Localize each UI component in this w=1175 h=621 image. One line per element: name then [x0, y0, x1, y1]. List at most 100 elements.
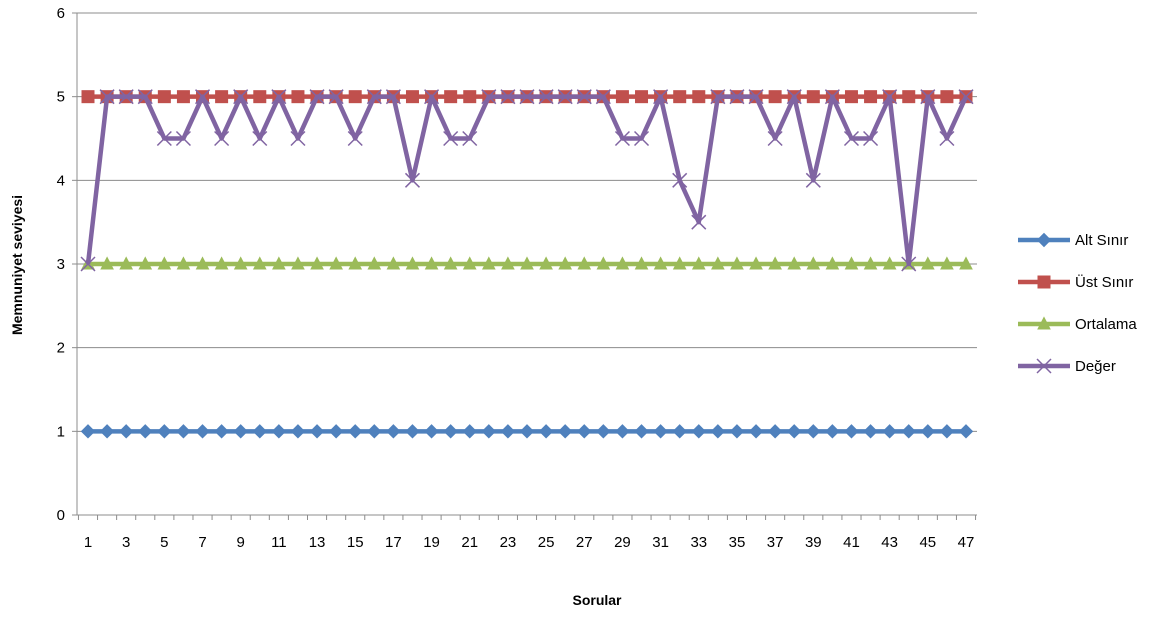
- x-tick-label: 43: [881, 534, 898, 551]
- data-point: [958, 89, 974, 105]
- data-point: [290, 130, 306, 147]
- x-marker-stroke: [252, 130, 268, 147]
- x-marker-stroke: [328, 89, 344, 105]
- x-tick-label: 19: [423, 534, 440, 551]
- data-point: [653, 256, 668, 270]
- x-tick-label: 31: [652, 534, 669, 551]
- data-point: [729, 89, 745, 105]
- data-point: [138, 256, 153, 270]
- x-tick-label: 33: [690, 534, 707, 551]
- legend-item-deger: Değer: [1018, 358, 1116, 375]
- x-marker-stroke: [538, 89, 554, 105]
- x-tick-label: 47: [958, 534, 975, 551]
- data-point: [386, 256, 401, 270]
- data-point: [634, 424, 649, 439]
- data-point: [290, 424, 306, 439]
- x-marker-stroke: [824, 89, 840, 105]
- data-point: [500, 89, 516, 105]
- x-marker-stroke: [424, 89, 440, 105]
- x-marker-stroke: [767, 130, 783, 147]
- data-point: [176, 90, 190, 104]
- data-point: [80, 256, 96, 272]
- data-point: [749, 256, 763, 270]
- data-point: [291, 90, 305, 104]
- data-point: [405, 424, 420, 439]
- data-point: [519, 424, 535, 439]
- data-point: [768, 256, 782, 270]
- data-point: [711, 256, 725, 270]
- data-point: [253, 90, 267, 104]
- data-point: [233, 256, 248, 270]
- legend-label: Üst Sınır: [1075, 273, 1133, 291]
- y-tick-label: 4: [57, 172, 65, 189]
- data-point: [901, 424, 916, 439]
- x-marker-stroke: [729, 89, 745, 105]
- data-point: [615, 256, 630, 270]
- legend-marker: [1037, 275, 1051, 289]
- legend-label: Değer: [1075, 358, 1116, 375]
- data-point: [156, 130, 172, 147]
- data-point: [271, 424, 287, 439]
- data-point: [424, 424, 439, 439]
- data-point: [214, 130, 230, 147]
- x-tick-label: 9: [237, 534, 245, 551]
- data-point: [748, 424, 764, 439]
- x-marker-stroke: [920, 89, 936, 105]
- data-point: [653, 424, 668, 439]
- data-point: [959, 256, 973, 270]
- data-point: [501, 256, 515, 270]
- data-point: [557, 424, 573, 439]
- data-point: [882, 256, 897, 270]
- x-marker-stroke: [443, 130, 459, 147]
- legend-marker: [1036, 358, 1052, 374]
- data-point: [424, 256, 439, 270]
- data-point: [482, 256, 496, 270]
- data-point: [748, 89, 764, 105]
- x-tick-label: 23: [500, 534, 517, 551]
- x-marker-stroke: [786, 89, 802, 105]
- data-point: [119, 256, 133, 270]
- data-point: [940, 256, 954, 270]
- data-point: [252, 256, 267, 270]
- data-point: [157, 256, 172, 270]
- x-marker-stroke: [309, 89, 325, 105]
- data-point: [787, 256, 802, 270]
- data-point: [328, 424, 344, 439]
- x-axis-title: Sorular: [572, 592, 622, 608]
- x-tick-label: 29: [614, 534, 631, 551]
- x-marker-stroke: [99, 89, 115, 105]
- data-point: [596, 424, 611, 439]
- data-point: [844, 424, 859, 439]
- x-marker-stroke: [805, 172, 821, 188]
- y-tick-label: 6: [57, 5, 65, 22]
- legend-marker: [1036, 232, 1052, 248]
- data-point: [577, 424, 592, 439]
- data-point: [538, 89, 554, 105]
- data-point: [347, 130, 363, 147]
- x-marker-stroke: [271, 89, 287, 105]
- x-marker-stroke: [366, 89, 382, 105]
- x-marker-stroke: [137, 89, 153, 105]
- data-point: [920, 424, 936, 439]
- data-point: [405, 256, 420, 270]
- data-point: [615, 424, 630, 439]
- data-point: [673, 90, 687, 104]
- data-point: [195, 424, 210, 439]
- x-marker-stroke: [958, 89, 974, 105]
- data-point: [348, 424, 363, 439]
- data-point: [939, 424, 955, 439]
- data-point: [175, 130, 191, 147]
- data-point: [233, 89, 249, 105]
- data-point: [81, 90, 95, 104]
- x-marker-stroke: [614, 130, 630, 147]
- x-tick-label: 15: [347, 534, 364, 551]
- data-point: [99, 424, 115, 439]
- x-marker-stroke: [748, 89, 764, 105]
- data-point: [214, 424, 229, 439]
- data-point: [424, 89, 440, 105]
- data-point: [367, 424, 382, 439]
- data-point: [863, 424, 878, 439]
- data-point: [768, 90, 782, 104]
